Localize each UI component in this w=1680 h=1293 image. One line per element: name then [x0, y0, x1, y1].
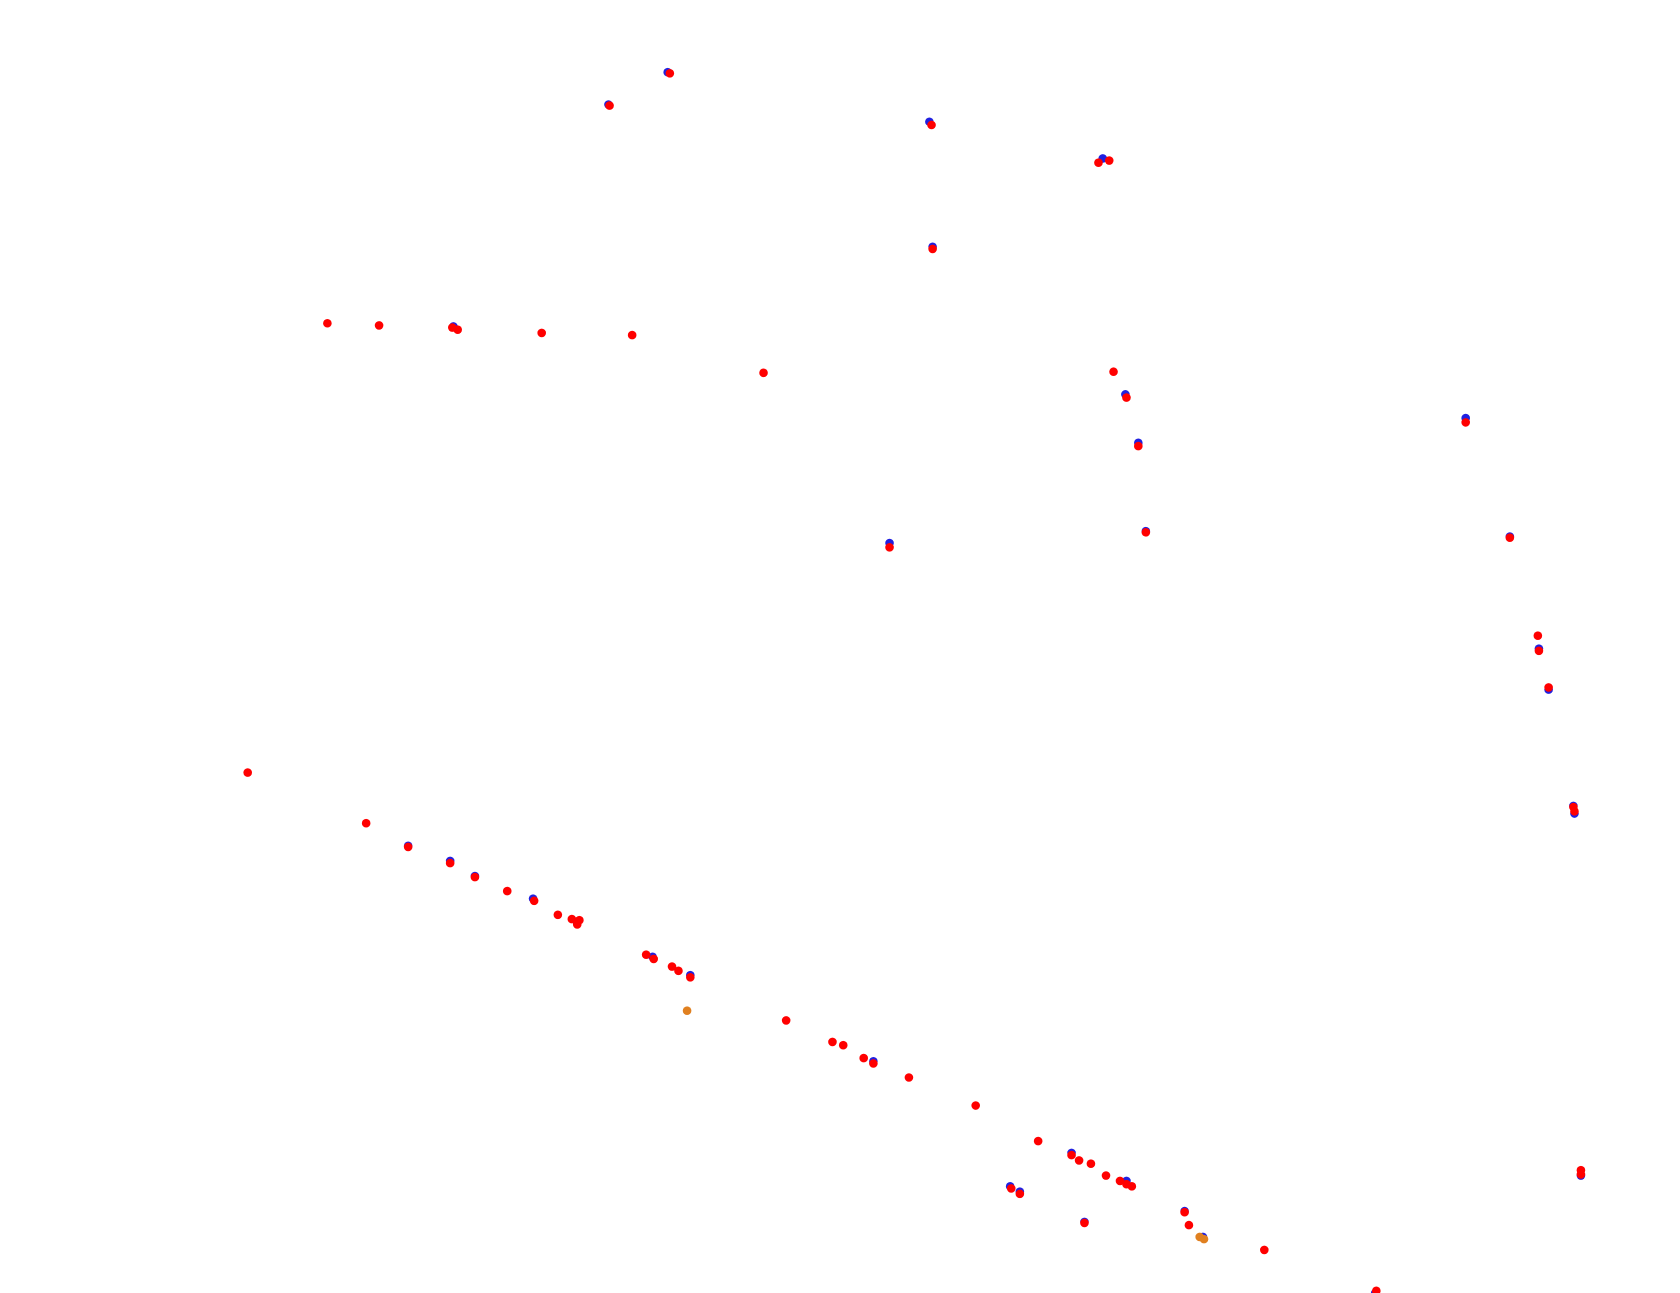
point [1015, 1189, 1025, 1199]
point [627, 330, 637, 340]
point [904, 1073, 914, 1082]
point [448, 323, 457, 332]
point [885, 543, 894, 552]
point [781, 1016, 791, 1025]
point [686, 972, 695, 982]
point [649, 954, 658, 964]
point [1115, 1176, 1125, 1186]
point [1544, 683, 1553, 692]
point [1534, 646, 1544, 656]
point [759, 368, 768, 378]
point [667, 962, 677, 971]
point [1122, 393, 1131, 402]
point [1109, 367, 1118, 377]
point [828, 1037, 837, 1047]
point [1067, 1150, 1076, 1160]
point [1184, 1220, 1194, 1230]
point [361, 818, 371, 828]
point [869, 1059, 878, 1068]
point [1533, 631, 1543, 641]
point [1086, 1159, 1096, 1169]
point [1180, 1207, 1189, 1217]
point [502, 886, 512, 896]
point [1372, 1286, 1381, 1293]
point [1033, 1136, 1043, 1146]
point [1074, 1156, 1084, 1165]
point [572, 920, 582, 929]
point [1134, 441, 1143, 451]
point [553, 910, 563, 920]
point [1122, 1179, 1131, 1189]
point [859, 1053, 868, 1063]
point [323, 318, 332, 328]
point [243, 768, 252, 777]
point [927, 120, 936, 130]
point [971, 1101, 980, 1110]
point [1505, 533, 1515, 542]
point [567, 914, 577, 924]
point [1101, 1171, 1111, 1180]
point [445, 858, 455, 868]
point [1260, 1245, 1269, 1255]
point [641, 950, 651, 959]
point [1141, 527, 1151, 537]
point [1576, 1165, 1586, 1175]
point [1094, 158, 1103, 168]
point [838, 1040, 848, 1050]
point [374, 321, 384, 330]
point [1080, 1218, 1089, 1228]
point [470, 872, 480, 882]
point [674, 966, 683, 976]
point [537, 328, 546, 338]
point [1569, 802, 1578, 812]
point [665, 68, 675, 78]
point [1006, 1184, 1016, 1193]
point [928, 244, 937, 254]
point [1199, 1234, 1209, 1244]
point [529, 896, 539, 906]
point [682, 1006, 692, 1016]
point [605, 101, 614, 110]
point [1461, 418, 1470, 427]
point [403, 842, 413, 852]
point [1104, 156, 1114, 165]
